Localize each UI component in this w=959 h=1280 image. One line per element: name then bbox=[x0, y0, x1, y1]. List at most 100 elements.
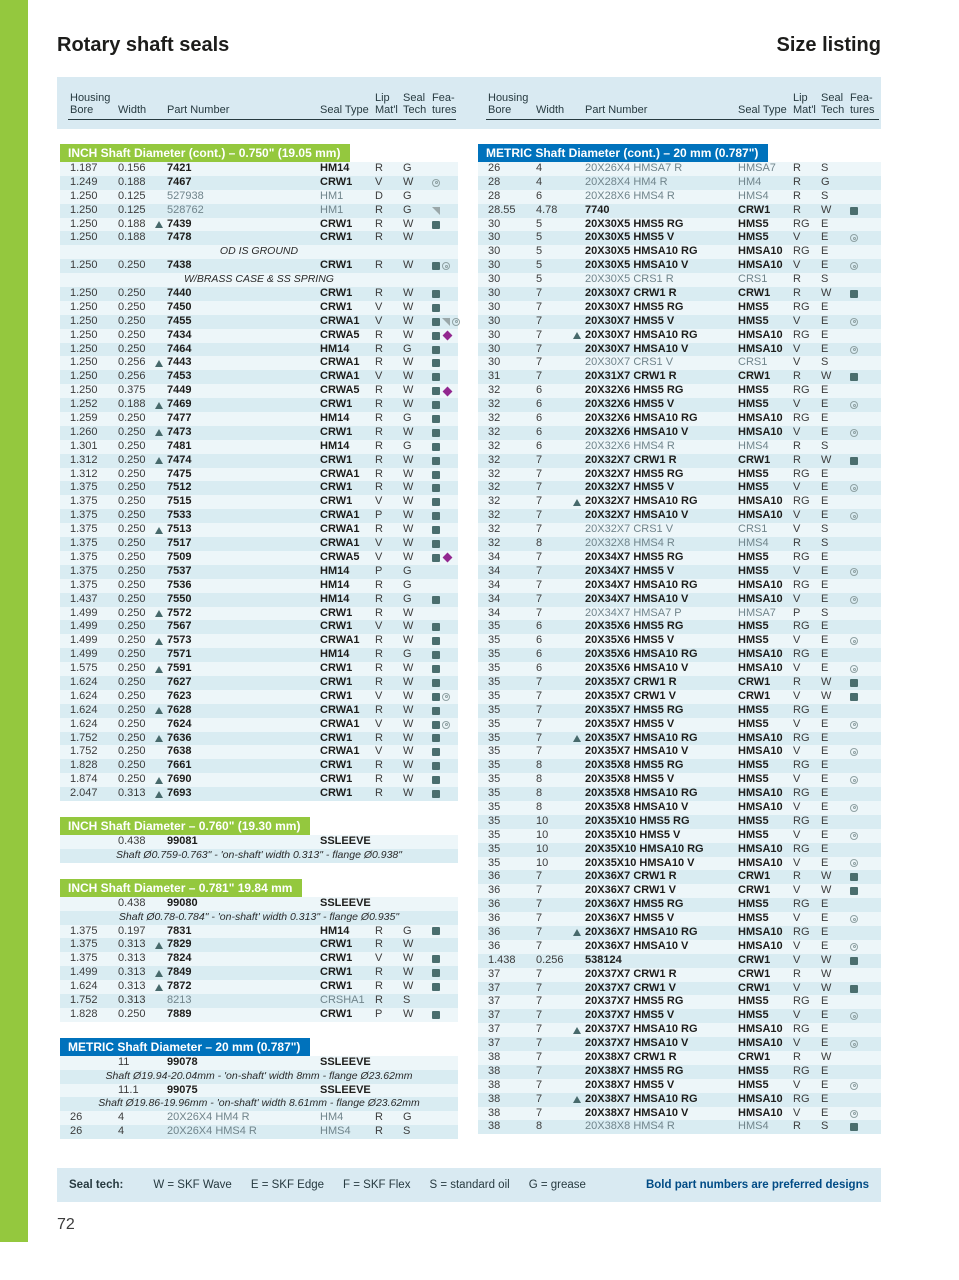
cell-housing-bore: 1.250 bbox=[70, 217, 98, 230]
cell-part-number: 7469 bbox=[155, 398, 320, 412]
cell-housing-bore: 1.250 bbox=[70, 314, 98, 327]
cell-housing-bore: 1.624 bbox=[70, 717, 98, 730]
cell-housing-bore: 1.260 bbox=[70, 425, 98, 438]
feature-square-icon bbox=[432, 303, 440, 312]
cell-width: 0.256 bbox=[536, 953, 564, 966]
cell-seal-type: CRW1 bbox=[320, 481, 353, 494]
cell-width: 7 bbox=[536, 731, 543, 744]
part-number-text: 7627 bbox=[167, 675, 192, 688]
table-row: 36 7 20X36X7 HMS5 V HMS5 V E bbox=[478, 912, 881, 926]
table-row: 1.752 0.250 7638 CRWA1 V W bbox=[60, 745, 458, 760]
cell-part-number: 20X35X10 HMSA10 RG bbox=[573, 843, 738, 857]
cell-seal-type: HMS4 bbox=[320, 1125, 351, 1138]
cell-lip-material: R bbox=[375, 481, 383, 494]
feature-double-circle-icon bbox=[850, 345, 858, 354]
cell-width: 0.250 bbox=[118, 717, 146, 730]
cell-width: 7 bbox=[536, 1078, 543, 1091]
part-number-text: 20X30X7 HMS5 V bbox=[585, 314, 675, 327]
feature-double-circle-icon bbox=[432, 178, 440, 187]
cell-seal-tech: G bbox=[403, 189, 412, 202]
cell-seal-tech bbox=[403, 835, 432, 849]
table-row: 38 7 20X38X7 HMS5 V HMS5 V E bbox=[478, 1078, 881, 1093]
cell-width: 8 bbox=[536, 773, 543, 786]
cell-features bbox=[432, 676, 458, 690]
cell-width: 0.188 bbox=[118, 175, 146, 188]
cell-part-number: 7591 bbox=[155, 662, 320, 676]
preferred-triangle-icon bbox=[155, 969, 163, 977]
cell-seal-type: HM14 bbox=[320, 924, 350, 937]
cell-seal-tech: E bbox=[821, 800, 829, 813]
table-row: 34 7 20X34X7 HMS5 RG HMS5 RG E bbox=[478, 550, 881, 565]
cell-features bbox=[850, 690, 876, 704]
legend-item: W = SKF Wave bbox=[153, 1179, 232, 1191]
cell-seal-tech: W bbox=[403, 787, 414, 800]
cell-lip-material: V bbox=[375, 689, 383, 702]
cell-housing-bore: 1.828 bbox=[70, 759, 98, 772]
cell-seal-type: SSLEEVE bbox=[320, 834, 371, 847]
cell-features bbox=[850, 551, 876, 565]
feature-square-icon bbox=[432, 540, 440, 548]
cell-width: 0.250 bbox=[118, 328, 146, 341]
page-number: 72 bbox=[57, 1216, 75, 1233]
cell-part-number: 7627 bbox=[155, 676, 320, 690]
table-row: 11.1 99075 SSLEEVE bbox=[60, 1083, 458, 1098]
table-row: 32 6 20X32X6 HMS5 V HMS5 V E bbox=[478, 398, 881, 413]
cell-seal-type: HMSA7 bbox=[738, 162, 776, 174]
cell-part-number: 20X35X7 CRW1 V bbox=[573, 690, 738, 704]
part-number-text: 7450 bbox=[167, 300, 192, 313]
feature-square-icon bbox=[432, 678, 440, 687]
part-number-text: 7889 bbox=[167, 1007, 192, 1020]
cell-seal-tech: E bbox=[821, 342, 829, 355]
table-row: 1.250 0.125 527938 HM1 D G bbox=[60, 189, 458, 204]
cell-part-number: 20X30X7 CRS1 V bbox=[573, 356, 738, 370]
part-number-text: 7473 bbox=[167, 425, 192, 438]
cell-width: 0.313 bbox=[118, 980, 146, 993]
cell-lip-material: R bbox=[375, 662, 383, 675]
cell-part-number: 7849 bbox=[155, 966, 320, 980]
cell-width: 0.250 bbox=[118, 342, 146, 355]
cell-housing-bore: 30 bbox=[488, 245, 501, 258]
table-row: 35 10 20X35X10 HMSA10 V HMSA10 V E bbox=[478, 856, 881, 871]
cell-lip-material: V bbox=[793, 800, 801, 813]
cell-width: 0.156 bbox=[118, 162, 146, 174]
cell-part-number: 20X35X7 CRW1 R bbox=[573, 676, 738, 690]
cell-housing-bore: 31 bbox=[488, 370, 501, 383]
cell-part-number: 20X38X7 CRW1 R bbox=[573, 1051, 738, 1065]
cell-housing-bore: 1.250 bbox=[70, 259, 98, 272]
table-row: 1.499 0.250 7573 CRWA1 R W bbox=[60, 634, 458, 649]
cell-width: 5 bbox=[536, 245, 543, 258]
cell-seal-tech: E bbox=[821, 731, 829, 744]
part-number-text: 7571 bbox=[167, 648, 192, 661]
cell-seal-type: CRWA1 bbox=[320, 703, 360, 716]
cell-housing-bore: 1.375 bbox=[70, 495, 98, 508]
preferred-triangle-icon bbox=[155, 707, 163, 715]
table-row: 1.375 0.250 7537 HM14 P G bbox=[60, 564, 458, 579]
cell-housing-bore: 1.375 bbox=[70, 481, 98, 494]
cell-seal-tech: W bbox=[403, 952, 414, 965]
table-row: 38 8 20X38X8 HMS4 R HMS4 R S bbox=[478, 1120, 881, 1135]
cell-part-number: 20X32X6 HMS4 R bbox=[573, 440, 738, 454]
cell-seal-type: HM1 bbox=[320, 203, 344, 216]
cell-lip-material: R bbox=[793, 453, 801, 466]
cell-lip-material: V bbox=[375, 952, 383, 965]
cell-lip-material: V bbox=[793, 342, 801, 355]
cell-features bbox=[850, 162, 876, 176]
cell-width: 0.250 bbox=[118, 689, 146, 702]
cell-width: 10 bbox=[536, 828, 549, 841]
preferred-triangle-icon bbox=[155, 221, 163, 229]
cell-width: 4 bbox=[536, 175, 543, 188]
cell-features bbox=[432, 537, 458, 551]
cell-seal-type: CRW1 bbox=[738, 1051, 771, 1063]
cell-part-number: 7438 bbox=[155, 259, 320, 273]
table-row: 28 4 20X28X4 HM4 R HM4 R G bbox=[478, 175, 881, 190]
cell-part-number: 20X35X7 HMSA10 RG bbox=[573, 732, 738, 746]
cell-seal-tech: W bbox=[821, 953, 832, 966]
feature-flag-icon bbox=[442, 317, 450, 326]
cell-part-number: 99078 bbox=[155, 1056, 320, 1070]
column-header-line2: Width bbox=[536, 103, 565, 116]
cell-part-number: 20X37X7 HMS5 RG bbox=[573, 995, 738, 1009]
cell-part-number: 7517 bbox=[155, 537, 320, 551]
feature-square-icon bbox=[432, 345, 440, 354]
cell-seal-type: CRW1 bbox=[320, 453, 353, 466]
feature-square-icon bbox=[432, 526, 440, 535]
